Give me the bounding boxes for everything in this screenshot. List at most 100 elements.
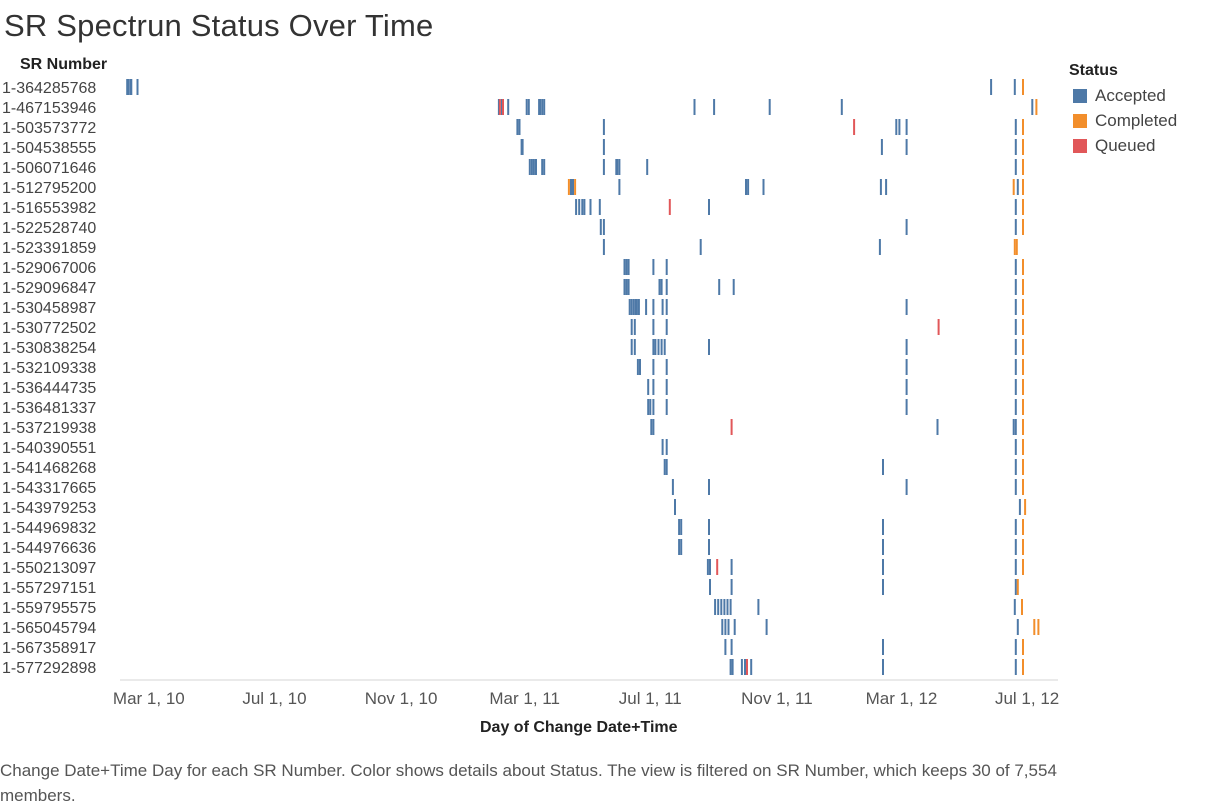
event-mark-completed — [567, 179, 570, 195]
event-mark-accepted — [633, 339, 636, 355]
event-mark-accepted — [905, 479, 908, 495]
event-mark-accepted — [1014, 299, 1017, 315]
event-mark-accepted — [1014, 639, 1017, 655]
legend-item-completed[interactable]: Completed — [1069, 108, 1177, 133]
row-label: 1-467153946 — [2, 100, 96, 117]
legend[interactable]: Status Accepted Completed Queued — [1069, 62, 1177, 158]
event-mark-accepted — [639, 359, 641, 375]
event-mark-completed — [1021, 599, 1023, 615]
event-mark-accepted — [744, 659, 746, 675]
event-mark-accepted — [665, 379, 668, 395]
event-mark-accepted — [632, 299, 635, 315]
event-mark-accepted — [757, 599, 760, 615]
legend-title: Status — [1069, 62, 1118, 79]
event-mark-accepted — [905, 399, 908, 415]
event-mark-accepted — [1016, 179, 1019, 195]
event-mark-accepted — [602, 139, 605, 155]
event-mark-accepted — [1014, 219, 1017, 235]
event-mark-accepted — [599, 219, 602, 235]
event-mark-accepted — [652, 419, 655, 435]
event-mark-accepted — [731, 659, 734, 675]
event-mark-completed — [1022, 339, 1024, 355]
event-mark-accepted — [1014, 359, 1017, 375]
event-mark-completed — [1037, 619, 1040, 635]
event-mark-accepted — [709, 559, 711, 575]
event-mark-accepted — [663, 459, 666, 475]
event-mark-accepted — [598, 199, 601, 215]
event-mark-accepted — [665, 359, 668, 375]
event-mark-accepted — [634, 299, 637, 315]
event-mark-accepted — [1014, 559, 1017, 575]
event-mark-accepted — [747, 179, 750, 195]
event-mark-accepted — [665, 399, 668, 415]
legend-swatch — [1073, 113, 1087, 128]
event-mark-completed — [1022, 359, 1024, 375]
row-label: 1-541468268 — [2, 460, 96, 477]
event-mark-accepted — [699, 239, 702, 255]
event-mark-accepted — [625, 279, 628, 295]
event-mark-completed — [1022, 279, 1024, 295]
event-mark-accepted — [1014, 159, 1017, 175]
event-mark-accepted — [543, 159, 546, 175]
event-mark-accepted — [905, 219, 908, 235]
event-mark-accepted — [1014, 379, 1017, 395]
event-mark-accepted — [713, 99, 716, 115]
event-mark-accepted — [575, 199, 578, 215]
event-mark-accepted — [665, 259, 668, 275]
event-mark-accepted — [724, 619, 727, 635]
event-mark-queued — [853, 119, 856, 135]
event-mark-accepted — [658, 279, 661, 295]
event-mark-accepted — [623, 259, 626, 275]
row-label: 1-529096847 — [2, 280, 96, 297]
event-mark-accepted — [652, 399, 655, 415]
event-mark-completed — [1022, 379, 1024, 395]
event-mark-accepted — [717, 599, 720, 615]
event-mark-accepted — [660, 279, 663, 295]
x-tick-label: Nov 1, 10 — [365, 689, 438, 708]
event-mark-accepted — [726, 599, 729, 615]
event-mark-accepted — [578, 199, 581, 215]
event-mark-accepted — [882, 519, 884, 535]
event-mark-completed — [1033, 619, 1036, 635]
event-mark-accepted — [745, 179, 747, 195]
event-mark-accepted — [708, 339, 710, 355]
event-mark-completed — [1024, 499, 1027, 515]
event-mark-accepted — [525, 99, 528, 115]
event-mark-accepted — [541, 159, 544, 175]
event-mark-completed — [574, 179, 577, 195]
event-mark-accepted — [1012, 419, 1015, 435]
legend-items[interactable]: Accepted Completed Queued — [1069, 83, 1177, 158]
row-label: 1-550213097 — [2, 560, 96, 577]
event-mark-accepted — [671, 479, 674, 495]
event-mark-completed — [1022, 299, 1024, 315]
event-mark-accepted — [882, 459, 884, 475]
event-mark-completed — [1022, 179, 1024, 195]
event-mark-accepted — [663, 339, 666, 355]
event-mark-accepted — [936, 419, 939, 435]
event-mark-accepted — [680, 519, 683, 535]
event-mark-accepted — [895, 119, 898, 135]
event-mark-accepted — [878, 239, 881, 255]
event-mark-accepted — [721, 619, 724, 635]
x-tick-label: Jul 1, 12 — [995, 689, 1059, 708]
event-mark-accepted — [637, 299, 640, 315]
legend-item-queued[interactable]: Queued — [1069, 133, 1177, 158]
event-mark-accepted — [905, 379, 908, 395]
event-mark-accepted — [602, 119, 605, 135]
row-label: 1-565045794 — [2, 620, 96, 637]
event-mark-accepted — [882, 639, 884, 655]
event-mark-accepted — [507, 99, 510, 115]
row-label: 1-532109338 — [2, 360, 96, 377]
event-mark-accepted — [623, 279, 626, 295]
event-mark-accepted — [729, 659, 732, 675]
legend-swatch — [1073, 138, 1087, 153]
legend-item-accepted[interactable]: Accepted — [1069, 83, 1177, 108]
event-mark-accepted — [905, 299, 908, 315]
event-mark-accepted — [543, 99, 546, 115]
event-mark-completed — [1013, 239, 1016, 255]
event-mark-accepted — [1014, 399, 1017, 415]
event-mark-accepted — [652, 359, 655, 375]
row-label: 1-544969832 — [2, 520, 96, 537]
caption: Change Date+Time Day for each SR Number.… — [0, 761, 1057, 805]
